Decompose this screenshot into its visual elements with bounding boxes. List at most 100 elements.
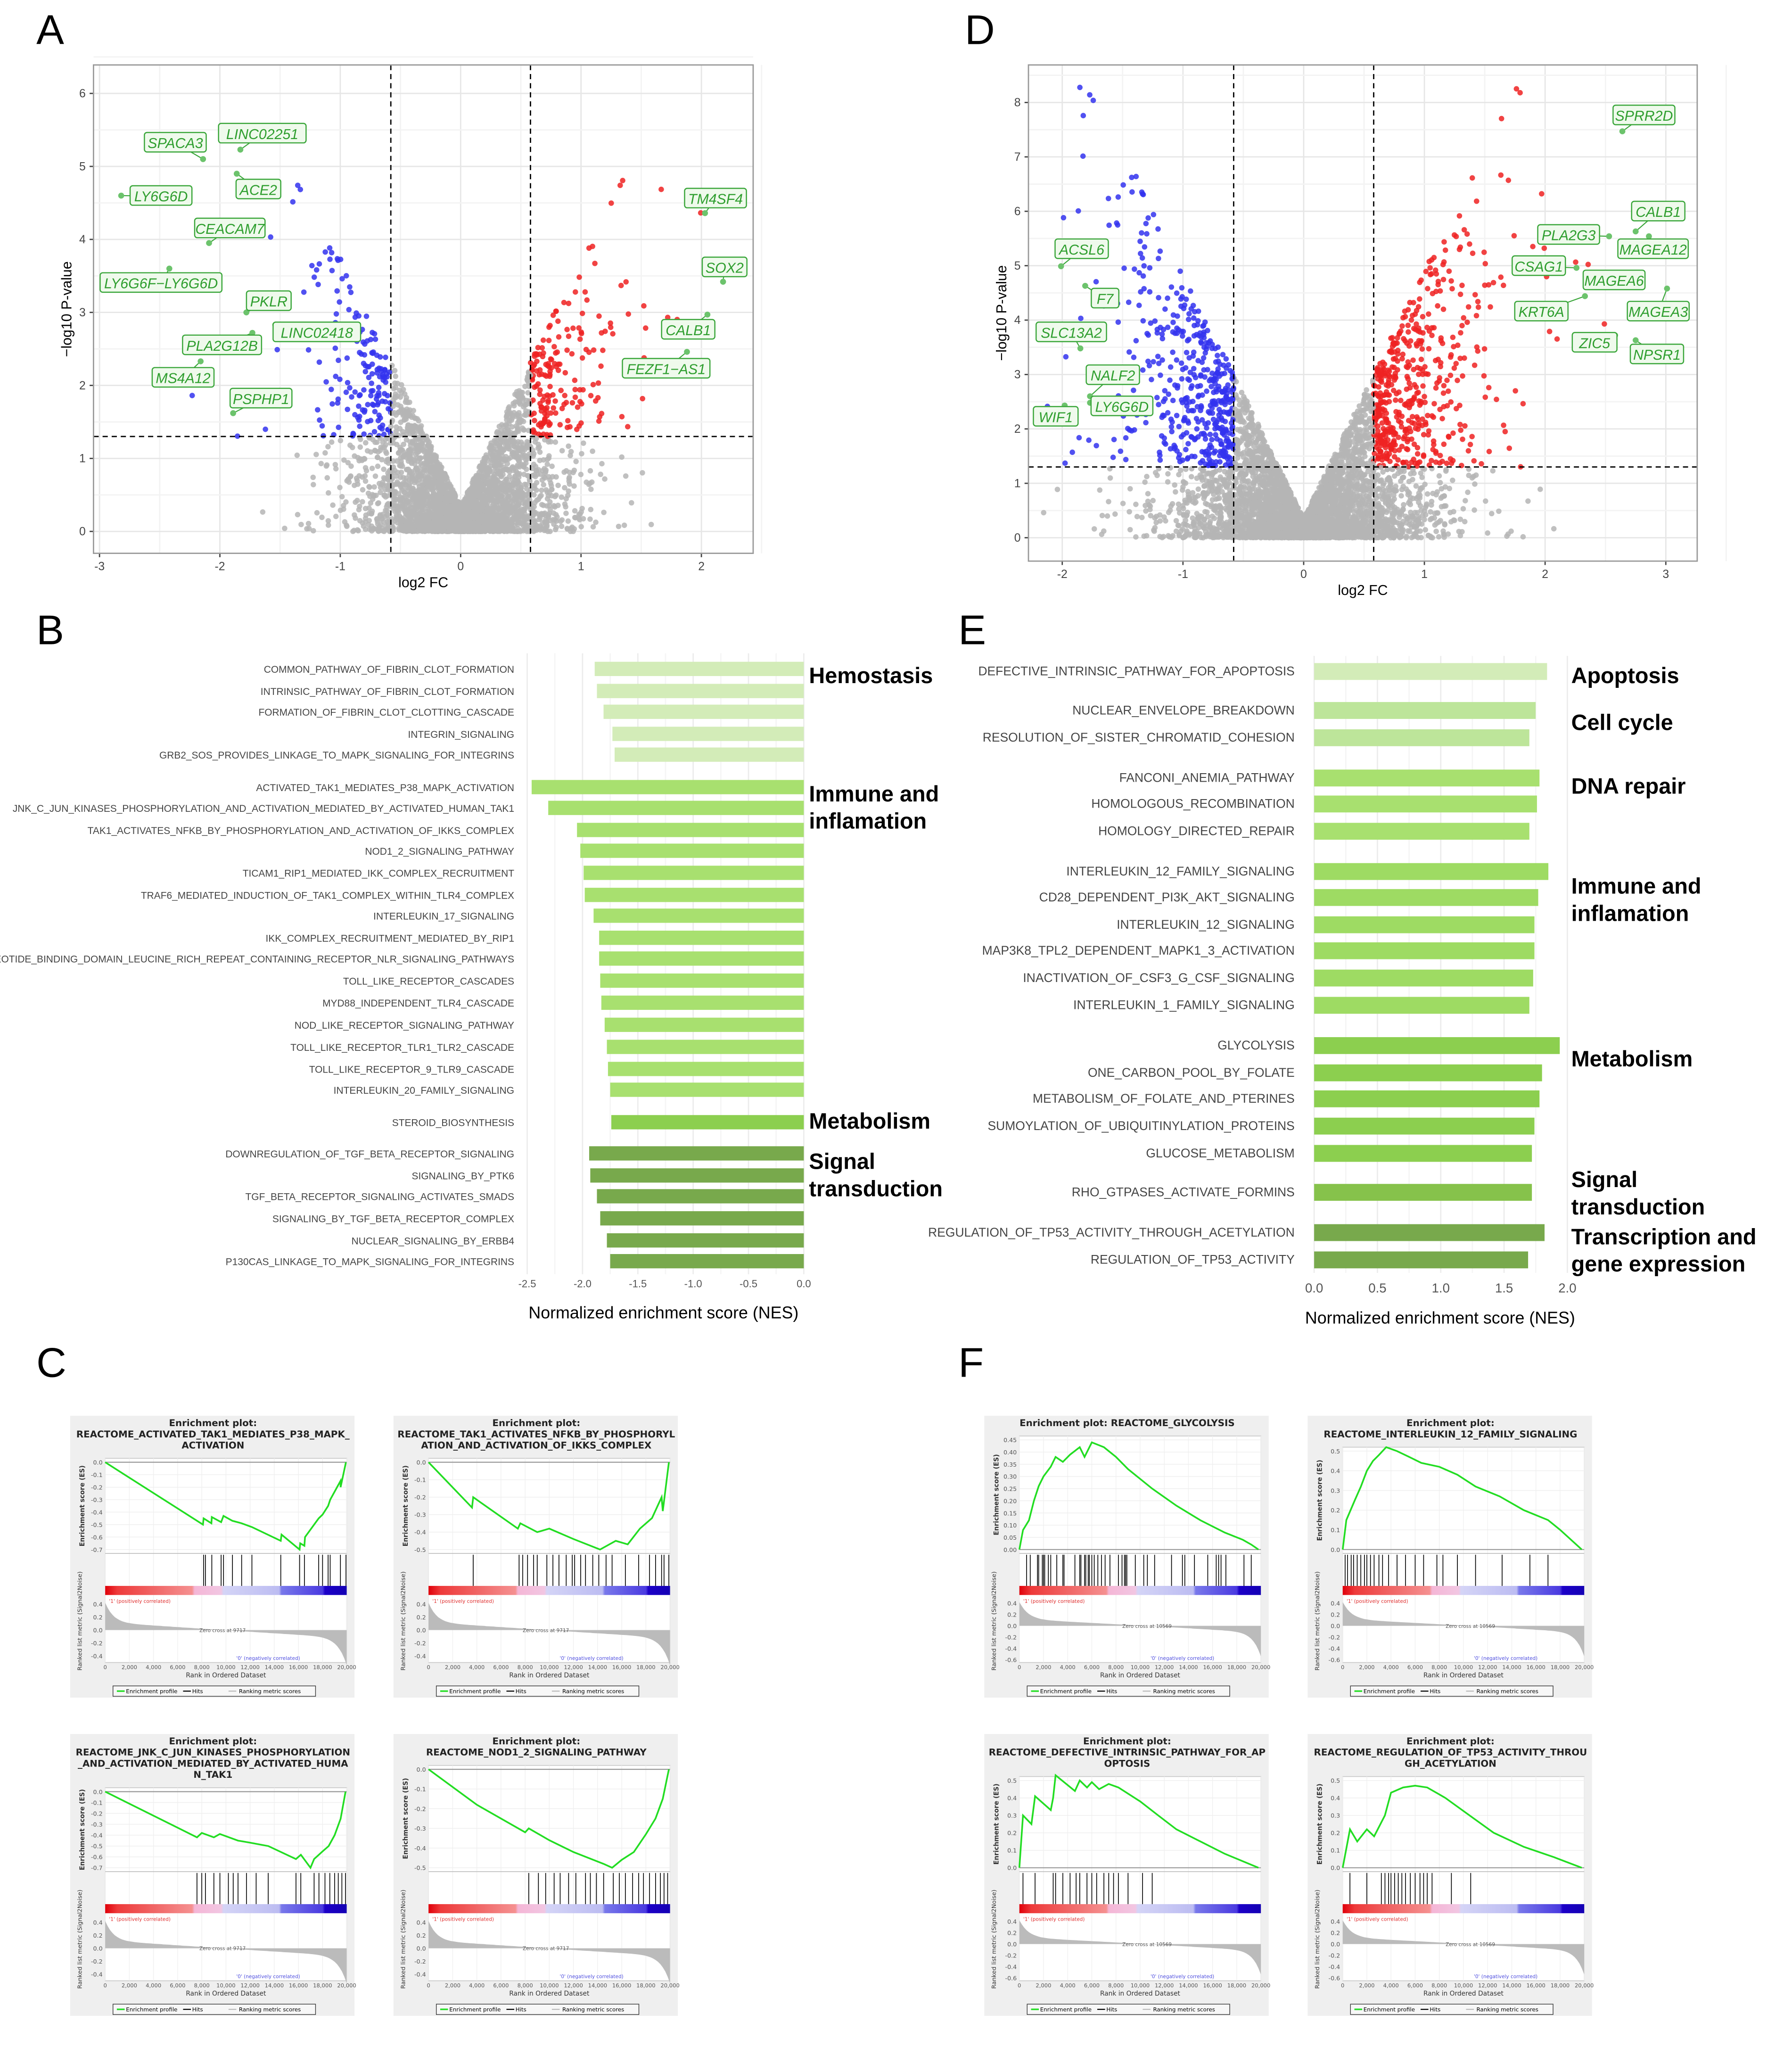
gene-label-text: PSPHP1	[233, 392, 289, 407]
data-point	[572, 514, 578, 520]
data-point	[454, 528, 460, 534]
data-point	[309, 263, 315, 269]
data-point	[311, 528, 316, 534]
gene-label-text: LY6G6F−LY6G6D	[104, 276, 218, 292]
data-point	[429, 506, 435, 512]
data-point	[431, 498, 437, 504]
data-point	[353, 499, 358, 505]
data-point	[623, 279, 629, 285]
data-point	[640, 396, 645, 402]
data-point	[268, 234, 273, 240]
data-point	[563, 468, 569, 474]
data-point	[533, 524, 539, 530]
data-point	[460, 519, 466, 525]
data-point	[498, 470, 503, 477]
data-point	[337, 376, 343, 382]
data-point	[1450, 430, 1456, 436]
data-point	[516, 519, 522, 524]
data-point	[446, 504, 452, 510]
data-point	[345, 460, 351, 466]
data-point	[566, 300, 572, 306]
data-point	[534, 468, 540, 474]
data-point	[512, 493, 518, 499]
data-point	[333, 466, 339, 472]
data-point	[555, 503, 561, 508]
data-point	[591, 347, 597, 353]
data-point	[385, 393, 390, 398]
data-point	[397, 426, 403, 431]
data-point	[315, 407, 321, 413]
data-point	[333, 513, 339, 520]
gene-label-text: SPACA3	[148, 136, 203, 151]
data-point	[419, 493, 425, 499]
data-point	[543, 362, 549, 367]
data-point	[379, 398, 385, 404]
data-point	[399, 487, 405, 493]
gene-label-text: LY6G6D	[134, 189, 188, 205]
data-point	[337, 485, 343, 490]
data-point	[361, 387, 367, 393]
data-point	[329, 387, 334, 392]
data-point	[569, 400, 575, 406]
data-point	[1156, 256, 1161, 262]
data-point	[337, 437, 344, 444]
data-point	[282, 525, 288, 531]
data-point	[608, 200, 614, 206]
data-point	[566, 476, 572, 482]
data-point	[518, 508, 524, 514]
data-points	[189, 178, 704, 534]
data-point	[561, 299, 567, 305]
data-point	[538, 404, 544, 410]
data-point	[1458, 330, 1463, 336]
data-point	[565, 518, 571, 524]
y-tick-label: 6	[1014, 205, 1021, 218]
data-point	[323, 463, 329, 469]
data-point	[407, 470, 413, 476]
data-point	[497, 487, 503, 493]
data-point	[1185, 441, 1191, 446]
data-point	[617, 182, 623, 188]
data-point	[383, 494, 389, 500]
x-tick-label: 2	[698, 560, 705, 573]
data-point	[559, 523, 565, 529]
data-point	[443, 514, 449, 520]
data-point	[571, 483, 577, 489]
data-point	[393, 373, 398, 379]
data-point	[345, 477, 351, 483]
data-point	[515, 456, 521, 462]
data-point	[1078, 315, 1084, 322]
data-point	[399, 527, 405, 533]
data-point	[493, 440, 499, 446]
data-point	[530, 508, 536, 514]
data-point	[1463, 498, 1468, 503]
data-point	[451, 495, 456, 501]
data-point	[562, 370, 568, 376]
data-point	[572, 394, 578, 400]
data-point	[356, 403, 362, 409]
gene-label: LINC02418	[272, 322, 362, 342]
panel-letter-e: E	[958, 607, 986, 653]
data-point	[579, 505, 585, 512]
y-tick-label: 1	[1014, 477, 1021, 490]
data-point	[407, 493, 413, 499]
data-point	[329, 401, 335, 407]
data-point	[427, 469, 434, 475]
data-point	[397, 445, 403, 450]
data-point	[364, 338, 370, 344]
data-point	[394, 479, 400, 485]
data-point	[433, 454, 439, 461]
data-point	[542, 466, 547, 471]
data-point	[1501, 422, 1506, 428]
data-point	[517, 471, 523, 477]
data-point	[376, 385, 382, 390]
gene-label-text: LINC02251	[226, 127, 298, 142]
data-point	[394, 496, 399, 502]
data-point	[595, 380, 601, 386]
data-point	[339, 494, 345, 500]
labeled-gene-point	[230, 410, 236, 416]
data-point	[332, 462, 338, 468]
data-point	[579, 401, 584, 407]
panel-letter-c: C	[36, 1339, 66, 1386]
data-point	[345, 380, 351, 386]
data-point	[394, 516, 399, 521]
